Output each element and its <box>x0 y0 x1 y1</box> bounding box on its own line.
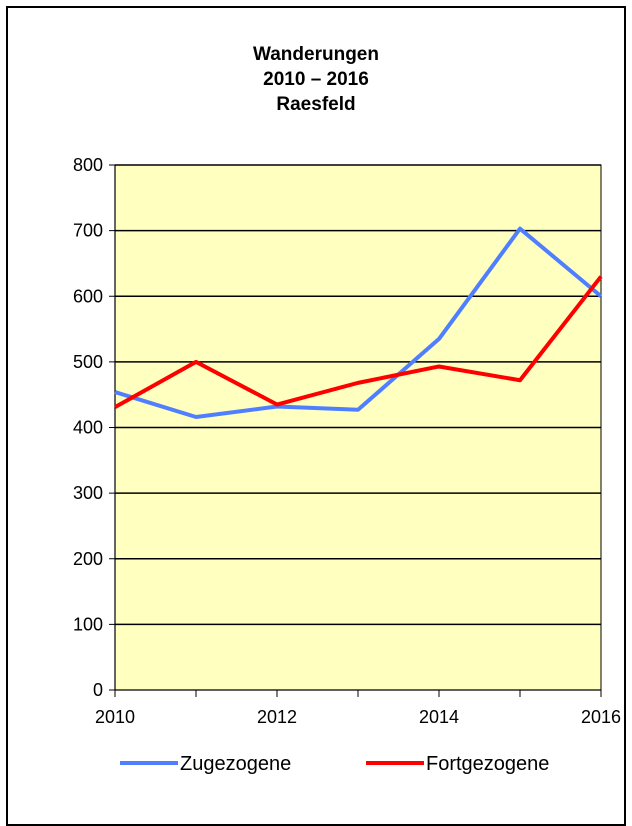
legend: Zugezogene Fortgezogene <box>120 753 549 775</box>
y-tick-label: 700 <box>73 221 103 241</box>
chart-title: Wanderungen 2010 – 2016 Raesfeld <box>253 44 379 115</box>
y-tick-label: 200 <box>73 549 103 569</box>
y-tick-label: 800 <box>73 155 103 175</box>
y-tick-label: 100 <box>73 614 103 634</box>
x-tick-label: 2012 <box>257 707 297 727</box>
x-tick-label: 2014 <box>419 707 459 727</box>
chart-title-line-3: Raesfeld <box>276 94 355 115</box>
y-tick-label: 0 <box>93 680 103 700</box>
y-tick-label: 300 <box>73 483 103 503</box>
y-tick-label: 400 <box>73 418 103 438</box>
chart-title-line-2: 2010 – 2016 <box>263 69 369 90</box>
legend-label: Fortgezogene <box>426 753 549 775</box>
y-tick-label: 500 <box>73 352 103 372</box>
y-tick-label: 600 <box>73 286 103 306</box>
x-tick-label: 2016 <box>581 707 621 727</box>
chart-title-line-1: Wanderungen <box>253 44 379 65</box>
x-tick-label: 2010 <box>95 707 135 727</box>
x-axis: 2010 2012 2014 2016 <box>95 690 621 727</box>
y-axis: 0 100 200 300 400 500 600 700 800 <box>73 155 115 700</box>
legend-label: Zugezogene <box>180 753 291 775</box>
